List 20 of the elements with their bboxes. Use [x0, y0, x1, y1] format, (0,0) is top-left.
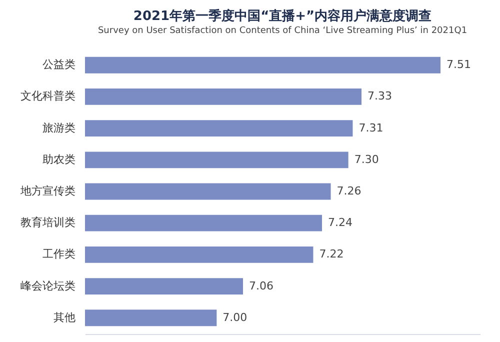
data-label: 7.33 — [368, 90, 392, 103]
y-tick-label: 文化科普类 — [20, 90, 76, 103]
y-tick-label: 旅游类 — [42, 121, 76, 134]
y-tick-label: 其他 — [54, 310, 76, 324]
data-label: 7.51 — [446, 58, 471, 72]
y-tick-label: 峰会论坛类 — [20, 279, 76, 292]
data-label: 7.24 — [328, 216, 352, 230]
y-tick-label: 工作类 — [42, 248, 76, 261]
data-label: 7.06 — [249, 279, 274, 292]
data-label: 7.22 — [319, 248, 344, 261]
chart-subtitle: Survey on User Satisfaction on Contents of China ‘Live Streaming Plus’ in 2021Q1 — [98, 26, 468, 36]
y-tick-label: 公益类 — [42, 58, 76, 72]
y-tick-label: 助农类 — [42, 152, 76, 166]
data-label: 7.31 — [358, 121, 384, 134]
y-tick-label: 教育培训类 — [20, 216, 76, 230]
chart-title: 2021年第一季度中国“直播+”内容用户满意度调查 — [133, 8, 432, 24]
y-tick-label: 地方宣传类 — [20, 184, 76, 198]
data-label: 7.30 — [354, 152, 379, 166]
data-label: 7.00 — [222, 310, 248, 324]
data-label: 7.26 — [336, 184, 362, 198]
